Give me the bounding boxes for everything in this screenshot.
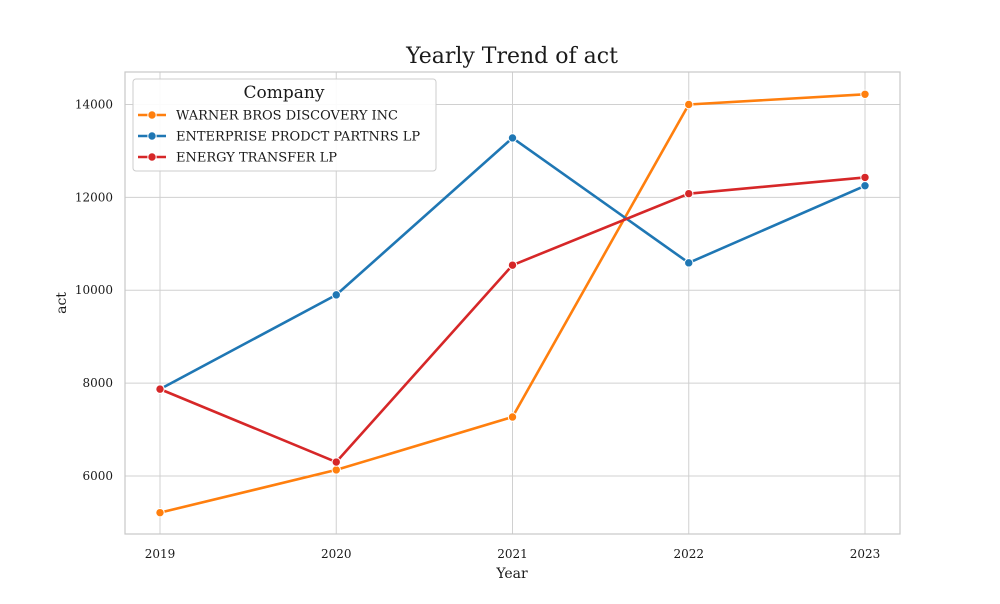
- legend-items: WARNER BROS DISCOVERY INC ENTERPRISE PROD…: [138, 109, 420, 166]
- x-tick-label: 2020: [321, 547, 352, 561]
- data-point: [860, 172, 870, 183]
- series-layer: [155, 89, 870, 518]
- y-tick-labels: 6000 8000 10000 12000 14000: [75, 98, 113, 483]
- x-tick-label: 2023: [850, 547, 881, 561]
- data-point: [860, 181, 870, 191]
- data-point: [507, 260, 518, 270]
- chart-title: Yearly Trend of act: [405, 44, 618, 69]
- y-tick-label: 10000: [75, 283, 113, 297]
- legend-box: [132, 78, 437, 172]
- data-point: [684, 99, 694, 110]
- data-point: [331, 457, 341, 467]
- data-point: [331, 290, 341, 300]
- legend-marker-swatch: [147, 110, 157, 120]
- x-tick-label: 2022: [673, 547, 704, 561]
- y-tick-label: 6000: [82, 469, 113, 483]
- legend-label: WARNER BROS DISCOVERY INC: [176, 109, 398, 124]
- data-point: [684, 258, 694, 268]
- legend-label: ENERGY TRANSFER LP: [176, 151, 337, 166]
- x-tick-label: 2021: [497, 547, 528, 561]
- legend: Company WARNER BROS DISCOVERY INC ENTERPR…: [132, 78, 437, 172]
- data-point: [331, 465, 341, 475]
- legend-title: Company: [244, 83, 325, 103]
- data-point: [507, 133, 518, 143]
- data-point: [684, 188, 694, 199]
- x-axis-label: Year: [495, 566, 528, 582]
- data-point: [507, 412, 518, 422]
- y-tick-label: 8000: [82, 376, 113, 390]
- y-axis-label: act: [54, 292, 70, 314]
- series-group: [155, 172, 870, 467]
- y-tick-label: 12000: [75, 190, 113, 204]
- x-tick-label: 2019: [145, 547, 176, 561]
- data-point: [155, 384, 165, 394]
- legend-marker-swatch: [147, 131, 157, 141]
- legend-marker-swatch: [147, 152, 157, 162]
- data-point: [860, 89, 870, 99]
- data-point: [155, 507, 165, 518]
- y-tick-label: 14000: [75, 98, 113, 112]
- series-group: [155, 89, 870, 518]
- plot-area-frame: [124, 71, 901, 535]
- x-tick-labels: 2019 2020 2021 2022 2023: [145, 547, 881, 561]
- legend-label: ENTERPRISE PRODCT PARTNRS LP: [176, 130, 420, 145]
